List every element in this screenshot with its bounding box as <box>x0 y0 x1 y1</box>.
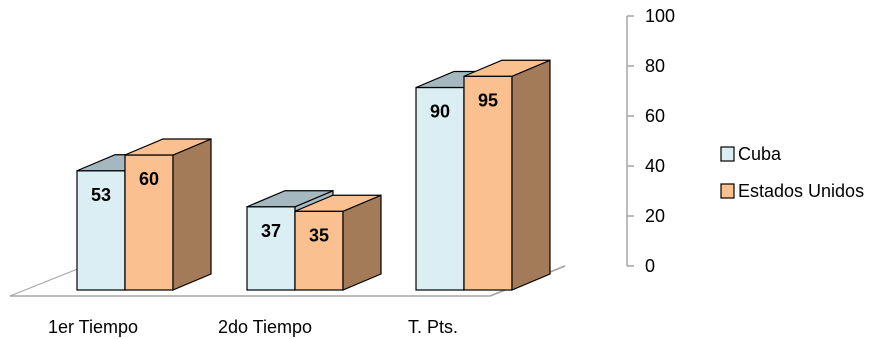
bar-estados-unidos-2do-tiempo: 35 <box>294 194 382 291</box>
y-axis: 0 20 40 60 80 100 <box>626 6 675 276</box>
y-tick-label: 60 <box>645 106 665 126</box>
data-label: 35 <box>309 225 329 245</box>
bar-estados-unidos-t-pts: 95 <box>463 59 551 291</box>
floor-left-edge <box>9 265 86 297</box>
category-label: 1er Tiempo <box>48 317 138 337</box>
legend-item-estados-unidos: Estados Unidos <box>720 181 864 201</box>
data-label: 95 <box>478 90 498 110</box>
bar-top <box>294 194 382 212</box>
legend-swatch <box>720 146 735 162</box>
data-label: 90 <box>430 102 450 122</box>
bar-side <box>172 138 212 291</box>
category-labels: 1er Tiempo 2do Tiempo T. Pts. <box>48 317 458 337</box>
y-tick-label: 0 <box>645 256 655 276</box>
bar-top <box>463 59 551 77</box>
bar-estados-unidos-1er-tiempo: 60 <box>124 138 212 291</box>
legend-label: Cuba <box>738 144 782 164</box>
data-label: 53 <box>91 185 111 205</box>
y-tick-label: 100 <box>645 6 675 26</box>
y-tick-label: 40 <box>645 156 665 176</box>
bar-front <box>246 206 296 291</box>
y-tick-label: 80 <box>645 56 665 76</box>
legend-swatch <box>720 183 735 199</box>
data-label: 60 <box>139 169 159 189</box>
bar-front <box>463 75 513 291</box>
data-label: 37 <box>261 221 281 241</box>
legend-item-cuba: Cuba <box>720 144 782 164</box>
y-tick-label: 20 <box>645 206 665 226</box>
bars: 53 60 37 35 90 95 <box>76 59 551 291</box>
bar-top <box>246 190 334 208</box>
bar-side <box>511 59 551 291</box>
legend: Cuba Estados Unidos <box>720 144 864 201</box>
legend-label: Estados Unidos <box>738 181 864 201</box>
category-label: 2do Tiempo <box>218 317 312 337</box>
category-label: T. Pts. <box>408 317 458 337</box>
bar-top <box>124 138 212 156</box>
bar-front <box>294 210 344 291</box>
